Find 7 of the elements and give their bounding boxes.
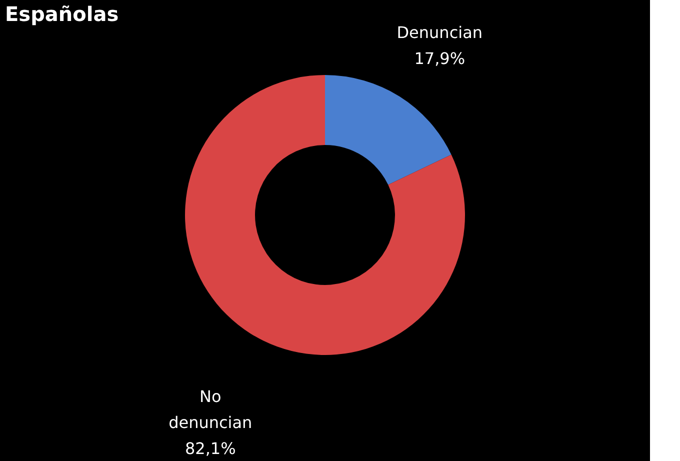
slice-label: Denuncian [396,23,483,42]
slice-label: No denuncian [168,386,252,432]
chart-title: Españolas [5,2,119,26]
donut-slice [185,75,465,355]
data-label: 82,1% [184,438,236,458]
donut-slice [325,75,452,185]
data-label: 17,9% [414,49,466,68]
